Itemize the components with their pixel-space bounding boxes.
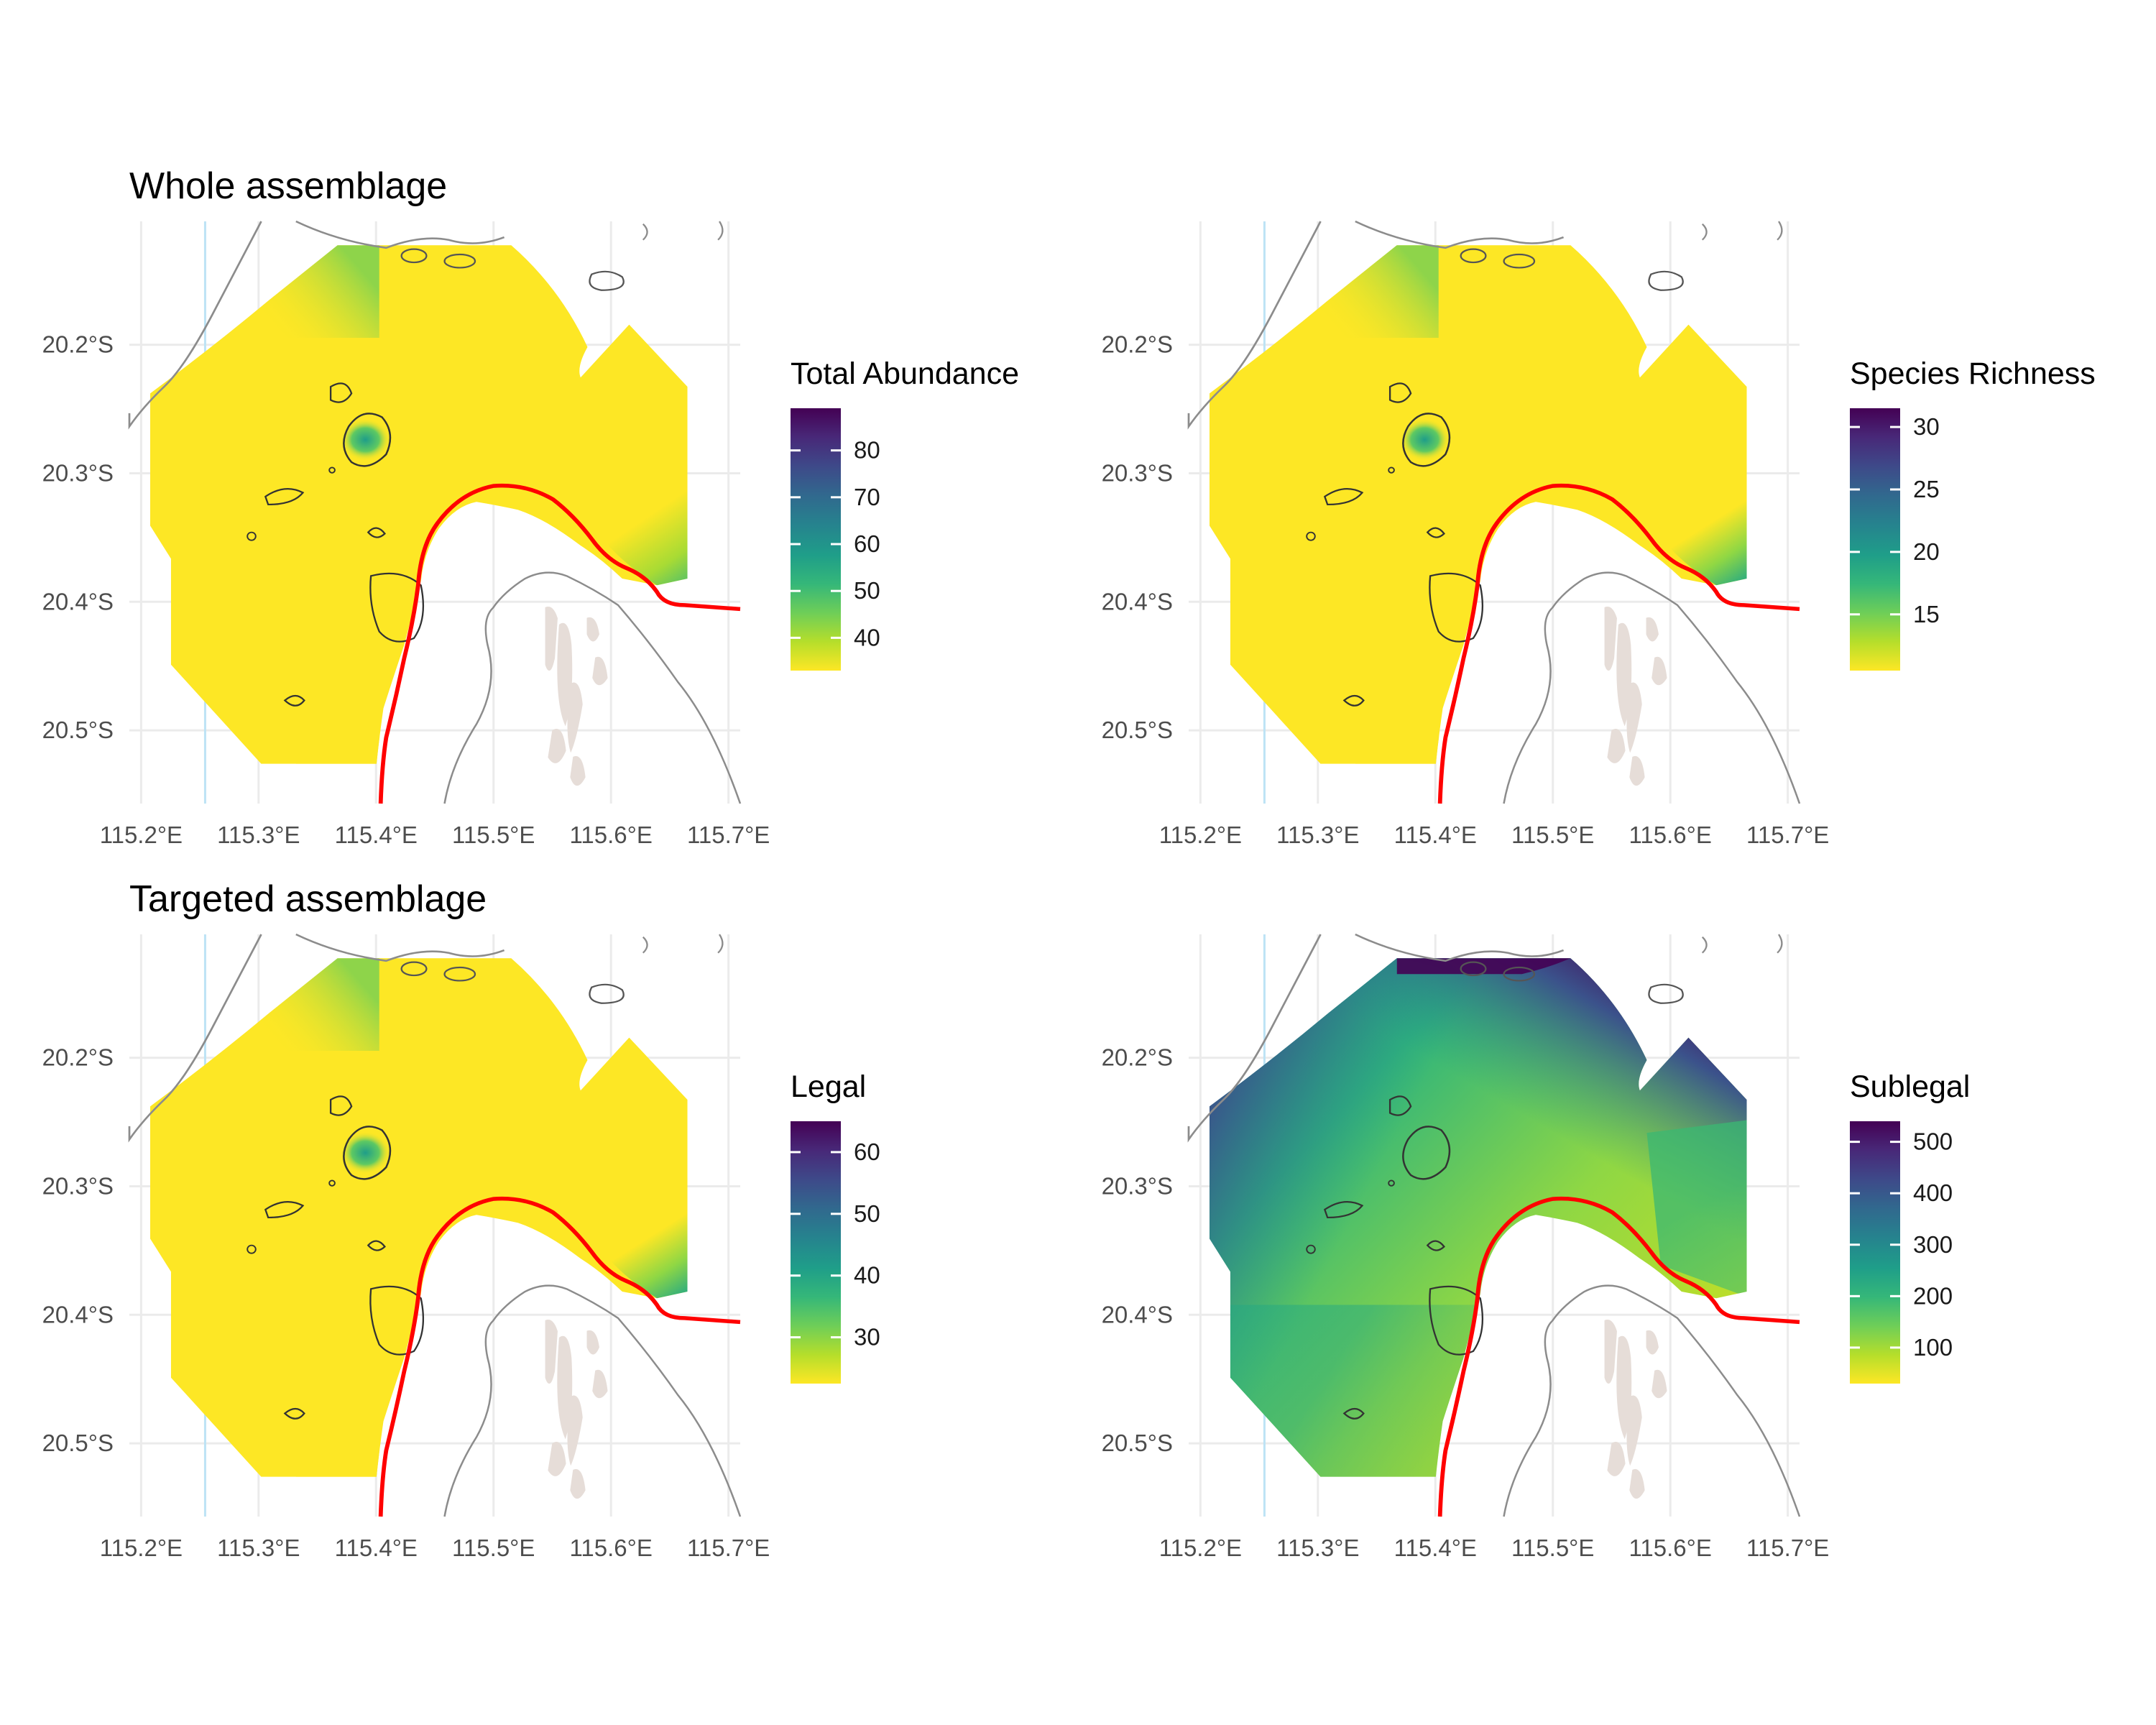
legend-tick-label: 30: [1913, 413, 1940, 440]
legend-title: Species Richness: [1850, 356, 2096, 391]
x-tick-label: 115.3°E: [217, 1535, 300, 1561]
legend-tick-label: 500: [1913, 1128, 1953, 1155]
south-hotspot: [295, 736, 387, 764]
map-panel-top-left: 115.2°E 115.3°E 115.4°E 115.5°E 115.6°E 115.7…: [42, 220, 770, 848]
y-tick-label: 20.4°S: [42, 1301, 114, 1328]
south-gradient: [1209, 1305, 1747, 1477]
y-tick-label: 20.3°S: [42, 1172, 114, 1199]
legend-colorbar: [1850, 408, 1900, 671]
legend-tick-label: 40: [854, 624, 880, 650]
x-tick-label: 115.5°E: [452, 1535, 535, 1561]
legend-colorbar: [1850, 1121, 1900, 1384]
y-tick-label: 20.4°S: [1102, 1301, 1173, 1328]
x-tick-label: 115.7°E: [687, 822, 770, 848]
y-tick-label: 20.5°S: [1102, 1430, 1173, 1456]
y-tick-label: 20.3°S: [42, 459, 114, 486]
x-tick-label: 115.5°E: [452, 822, 535, 848]
x-tick-label: 115.4°E: [335, 1535, 418, 1561]
x-tick-label: 115.6°E: [1629, 1535, 1712, 1561]
legend-tick-label: 40: [854, 1262, 880, 1289]
x-tick-label: 115.2°E: [100, 1535, 183, 1561]
legend-colorbar: [791, 1121, 841, 1384]
legend-tick-label: 70: [854, 484, 880, 510]
legend-tick-label: 300: [1913, 1231, 1953, 1258]
y-tick-label: 20.2°S: [42, 331, 114, 358]
legend-tick-label: 200: [1913, 1282, 1953, 1309]
legend: Species Richness 15 20 25 30: [1850, 356, 2096, 671]
island-hotspot: [340, 1131, 391, 1174]
x-tick-label: 115.5°E: [1511, 1535, 1594, 1561]
section-title-whole: Whole assemblage: [129, 165, 447, 207]
heatmap-raster: [1187, 220, 1800, 804]
north-gradient-patch: [254, 245, 379, 338]
legend-title: Sublegal: [1850, 1070, 1970, 1104]
x-tick-label: 115.5°E: [1511, 822, 1594, 848]
legend-tick-label: 15: [1913, 601, 1940, 627]
section-title-targeted: Targeted assemblage: [129, 878, 487, 920]
legend: Sublegal 100 200 300 400 500: [1850, 1070, 1970, 1384]
x-tick-label: 115.3°E: [217, 822, 300, 848]
map-panel-top-right: 115.2°E 115.3°E 115.4°E 115.5°E 115.6°E 115.7…: [1102, 220, 1830, 848]
axis-ticks: 115.2°E 115.3°E 115.4°E 115.5°E 115.6°E 115.7…: [42, 331, 770, 848]
legend-tick-label: 50: [854, 577, 880, 604]
y-tick-label: 20.2°S: [1102, 331, 1173, 358]
x-tick-label: 115.3°E: [1276, 1535, 1359, 1561]
heatmap-raster: [128, 220, 740, 804]
y-tick-label: 20.2°S: [1102, 1044, 1173, 1071]
legend-tick-label: 30: [854, 1324, 880, 1351]
axis-ticks: 115.2°E 115.3°E 115.4°E 115.5°E 115.6°E 115.7…: [1102, 331, 1830, 848]
x-tick-label: 115.2°E: [100, 822, 183, 848]
y-tick-label: 20.5°S: [42, 1430, 114, 1456]
legend-tick-label: 60: [854, 1138, 880, 1165]
island-hotspot: [340, 418, 391, 461]
north-gradient-patch: [254, 958, 379, 1051]
east-hotspot: [608, 1174, 688, 1299]
legend-title: Legal: [791, 1070, 866, 1104]
x-tick-label: 115.6°E: [1629, 822, 1712, 848]
y-tick-label: 20.3°S: [1102, 1172, 1173, 1199]
east-hotspot: [1667, 461, 1747, 586]
x-tick-label: 115.4°E: [1394, 822, 1477, 848]
x-tick-label: 115.3°E: [1276, 822, 1359, 848]
island-hotspot: [1399, 418, 1450, 461]
legend-tick-label: 100: [1913, 1334, 1953, 1361]
east-hotspot: [608, 461, 688, 586]
legend-tick-label: 50: [854, 1200, 880, 1227]
axis-ticks: 115.2°E 115.3°E 115.4°E 115.5°E 115.6°E 115.7…: [42, 1044, 770, 1561]
north-gradient-patch: [1313, 245, 1439, 338]
x-tick-label: 115.7°E: [687, 1535, 770, 1561]
legend: Total Abundance 40 50 60 70 80: [791, 356, 1019, 671]
x-tick-label: 115.6°E: [570, 822, 653, 848]
y-tick-label: 20.2°S: [42, 1044, 114, 1071]
x-tick-label: 115.4°E: [335, 822, 418, 848]
legend-colorbar: [791, 408, 841, 671]
map-panel-bottom-left: 115.2°E 115.3°E 115.4°E 115.5°E 115.6°E 115.7…: [42, 933, 770, 1561]
x-tick-label: 115.2°E: [1159, 1535, 1242, 1561]
x-tick-label: 115.4°E: [1394, 1535, 1477, 1561]
heatmap-raster: [1187, 933, 1800, 1517]
legend: Legal 30 40 50 60: [791, 1070, 880, 1384]
south-hotspot: [1355, 736, 1446, 764]
axis-ticks: 115.2°E 115.3°E 115.4°E 115.5°E 115.6°E 115.7…: [1102, 1044, 1830, 1561]
x-tick-label: 115.7°E: [1746, 822, 1829, 848]
x-tick-label: 115.7°E: [1746, 1535, 1829, 1561]
y-tick-label: 20.5°S: [1102, 717, 1173, 743]
x-tick-label: 115.6°E: [570, 1535, 653, 1561]
south-hotspot: [295, 1449, 387, 1477]
legend-tick-label: 80: [854, 437, 880, 464]
east-gradient: [1646, 1119, 1747, 1299]
y-tick-label: 20.4°S: [42, 588, 114, 615]
legend-tick-label: 60: [854, 530, 880, 557]
legend-tick-label: 400: [1913, 1179, 1953, 1206]
x-tick-label: 115.2°E: [1159, 822, 1242, 848]
map-panel-bottom-right: 115.2°E 115.3°E 115.4°E 115.5°E 115.6°E 115.7…: [1102, 933, 1830, 1561]
y-tick-label: 20.4°S: [1102, 588, 1173, 615]
legend-tick-label: 25: [1913, 476, 1940, 502]
legend-tick-label: 20: [1913, 538, 1940, 565]
legend-title: Total Abundance: [791, 356, 1019, 391]
y-tick-label: 20.3°S: [1102, 459, 1173, 486]
y-tick-label: 20.5°S: [42, 717, 114, 743]
heatmap-raster: [128, 933, 740, 1517]
